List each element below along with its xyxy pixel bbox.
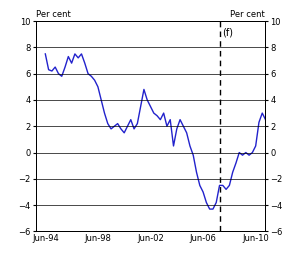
Text: (f): (f) [222, 27, 233, 37]
Text: Per cent: Per cent [36, 10, 71, 19]
Text: Per cent: Per cent [230, 10, 265, 19]
